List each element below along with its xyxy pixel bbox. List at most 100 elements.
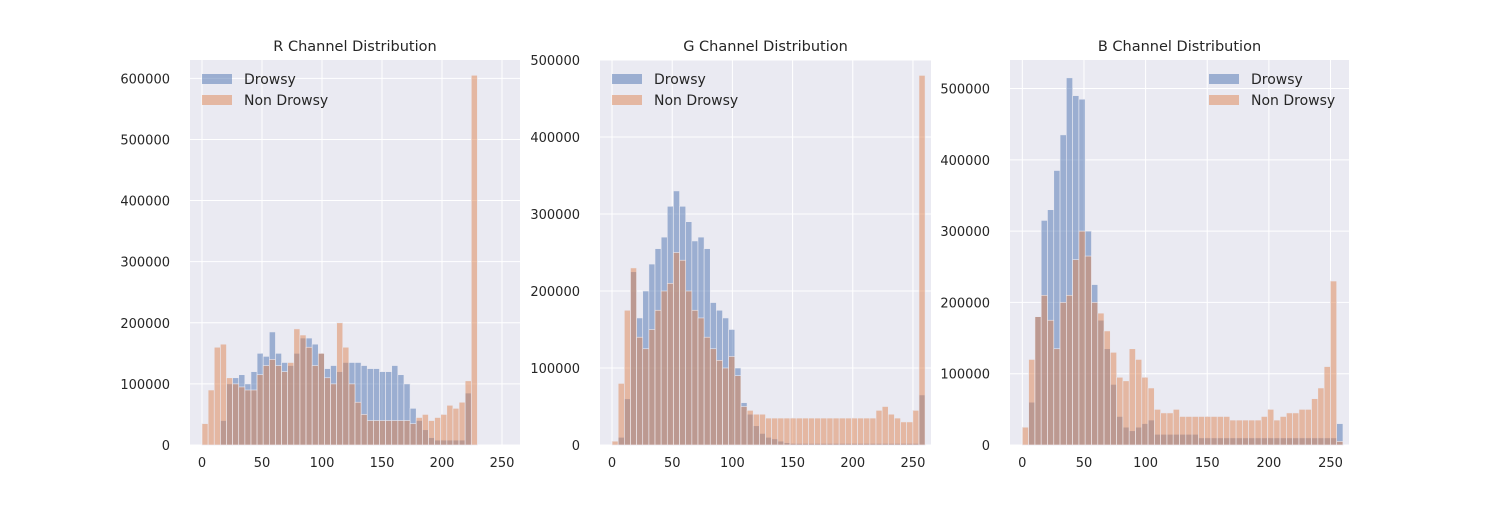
histogram-bar — [201, 423, 209, 446]
histogram-bar — [1097, 312, 1105, 446]
y-tick-label: 600000 — [120, 72, 170, 87]
histogram-bar — [660, 290, 668, 446]
x-tick-label: 150 — [1195, 456, 1220, 471]
x-tick-label: 200 — [840, 456, 865, 471]
histogram-bar — [342, 346, 350, 446]
histogram-bar — [220, 343, 227, 446]
histogram-bar — [759, 413, 766, 446]
histogram-bar — [403, 420, 411, 446]
histogram-bar — [666, 282, 674, 446]
histogram-bar — [348, 383, 356, 446]
histogram-bar — [1040, 294, 1048, 446]
histogram-bar — [464, 380, 472, 446]
histogram-bar — [385, 420, 393, 446]
x-tick-label: 100 — [1133, 456, 1158, 471]
y-tick-label: 100000 — [940, 368, 990, 383]
x-tick-label: 0 — [1018, 456, 1026, 471]
histogram-bar — [1028, 359, 1036, 446]
histogram-bar — [642, 348, 650, 446]
histogram-bar — [1210, 416, 1218, 446]
x-tick-label: 250 — [490, 456, 515, 471]
x-tick-label: 100 — [720, 456, 745, 471]
chart-title: R Channel Distribution — [273, 39, 436, 55]
histogram-bar — [1267, 409, 1275, 446]
histogram-bar — [1135, 359, 1143, 446]
histogram-bar — [1022, 426, 1029, 446]
x-tick-label: 150 — [780, 456, 805, 471]
x-tick-label: 250 — [901, 456, 926, 471]
histogram-bar — [851, 417, 858, 446]
histogram-bar — [1179, 416, 1187, 446]
histogram-bar — [722, 367, 729, 446]
histogram-bar — [391, 420, 399, 446]
histogram-bar — [912, 410, 920, 446]
histogram-bar — [820, 417, 828, 446]
y-tick-label: 500000 — [940, 83, 990, 98]
x-tick-label: 50 — [254, 456, 271, 471]
histogram-bar — [458, 401, 466, 446]
histogram-bar — [771, 417, 779, 446]
histogram-bar — [887, 413, 895, 446]
histogram-bar — [752, 413, 760, 446]
histogram-bar — [709, 348, 717, 446]
x-tick-label: 200 — [430, 456, 455, 471]
histogram-bar — [330, 383, 337, 446]
histogram-bar — [1185, 416, 1193, 446]
histogram-bar — [1128, 348, 1136, 446]
histogram-bar — [703, 336, 711, 446]
histogram-bar — [1304, 409, 1312, 446]
histogram-bar — [691, 309, 699, 446]
histogram-bar — [617, 383, 625, 446]
histogram-bar — [373, 420, 380, 446]
series-non-drowsy — [611, 75, 926, 446]
chart-panel-3: 0 50 100 150 200 250 0 100000 200000 300000 400000… — [940, 39, 1349, 471]
histogram-bar — [1160, 412, 1168, 446]
histogram-bar — [1260, 416, 1268, 446]
legend-swatch — [1209, 74, 1239, 84]
y-tick-label: 500000 — [120, 133, 170, 148]
y-tick-label: 100000 — [120, 378, 170, 393]
histogram-bar — [1116, 376, 1124, 446]
histogram-bar — [881, 406, 889, 446]
y-tick-label: 300000 — [530, 208, 580, 223]
chart-title: B Channel Distribution — [1098, 39, 1261, 55]
histogram-bar — [795, 417, 803, 446]
histogram-bar — [1311, 398, 1319, 446]
histogram-bar — [630, 267, 637, 446]
histogram-bar — [232, 383, 240, 446]
histogram-bar — [213, 346, 221, 446]
chart-title: G Channel Distribution — [683, 39, 848, 55]
histogram-bar — [1072, 259, 1080, 446]
histogram-bar — [1298, 409, 1306, 446]
histogram-bar — [685, 290, 693, 446]
legend: Drowsy Non Drowsy — [202, 72, 328, 109]
legend-swatch — [202, 74, 232, 84]
x-tick-label: 0 — [608, 456, 616, 471]
histogram-bar — [434, 417, 441, 446]
histogram-bar — [845, 417, 852, 446]
histogram-bar — [1223, 416, 1231, 446]
legend: Drowsy Non Drowsy — [1209, 72, 1335, 109]
histogram-bar — [814, 417, 822, 446]
histogram-bar — [293, 328, 301, 446]
x-tick-label: 0 — [198, 456, 206, 471]
histogram-bar — [1110, 352, 1117, 446]
histogram-bar — [777, 417, 785, 446]
y-tick-label: 400000 — [940, 154, 990, 169]
legend-swatch — [612, 95, 642, 105]
histogram-bar — [789, 417, 797, 446]
histogram-bar — [428, 420, 435, 446]
histogram-bar — [250, 389, 258, 446]
histogram-bar — [238, 386, 246, 446]
x-tick-label: 50 — [1076, 456, 1093, 471]
histogram-bar — [765, 417, 772, 446]
histogram-bar — [1166, 412, 1174, 446]
legend-label: Drowsy — [1251, 72, 1303, 88]
chart-panel-2: 0 50 100 150 200 250 0 100000 200000 300000 400000… — [530, 39, 931, 471]
histogram-bar — [838, 417, 846, 446]
histogram-bar — [397, 420, 405, 446]
histogram-bar — [832, 417, 840, 446]
histogram-bar — [1172, 409, 1180, 446]
histogram-bar — [673, 252, 680, 446]
legend-label: Non Drowsy — [654, 93, 738, 109]
